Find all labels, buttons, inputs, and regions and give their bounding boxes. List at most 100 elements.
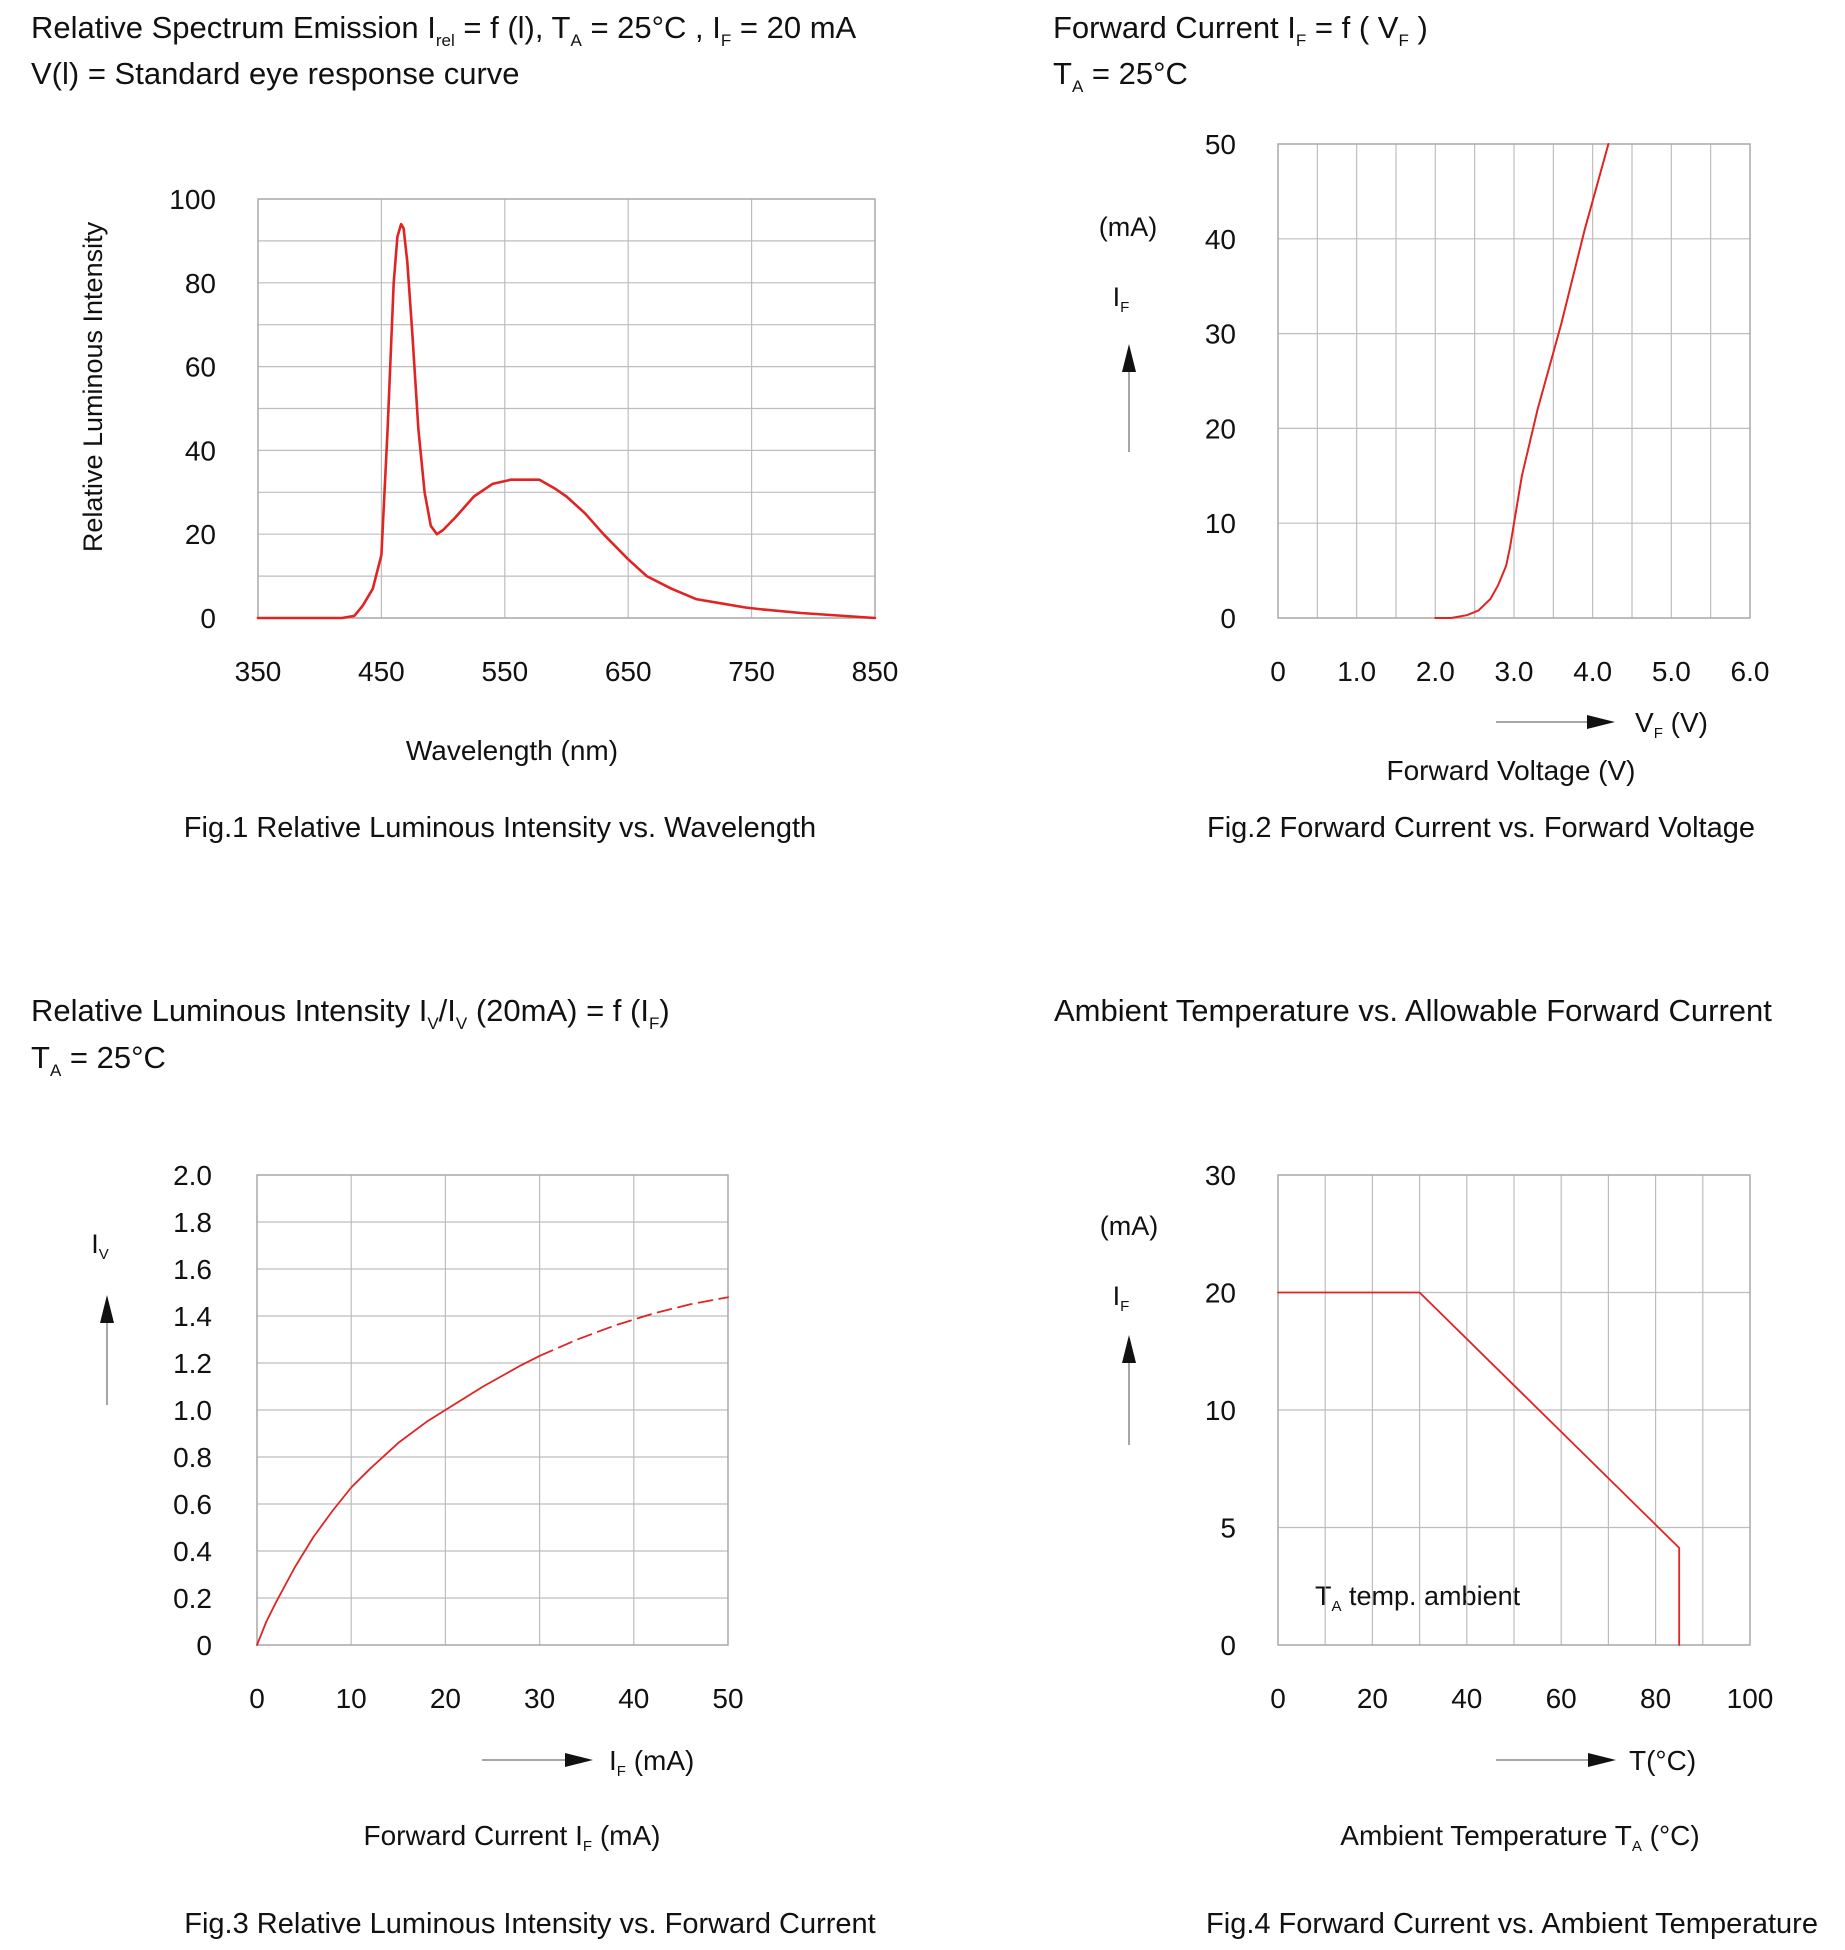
- series-line-spectrum: [256, 222, 877, 620]
- y-tick-label: 1.2: [173, 1348, 212, 1379]
- y-tick-label: 1.6: [173, 1254, 212, 1285]
- y-tick-label: 0.6: [173, 1489, 212, 1520]
- chart-3-y-symbol: IV: [91, 1229, 109, 1263]
- chart-4-x-arrow-icon: [1588, 1753, 1616, 1767]
- x-tick-label: 100: [1727, 1683, 1774, 1714]
- y-tick-label: 80: [185, 268, 216, 299]
- x-tick-label: 650: [605, 656, 652, 687]
- x-tick-label: 40: [618, 1683, 649, 1714]
- chart-4-y-arrow-icon: [1122, 1335, 1136, 1363]
- x-tick-label: 550: [481, 656, 528, 687]
- chart-2-title: Forward Current IF = f ( VF ): [1053, 10, 1428, 50]
- x-tick-label: 20: [1357, 1683, 1388, 1714]
- chart-panel-2: Forward Current IF = f ( VF ) TA = 25°C …: [923, 0, 1845, 975]
- plot-frame: [1277, 1174, 1751, 1646]
- series-line-measured: [256, 1354, 541, 1646]
- x-tick-label: 50: [712, 1683, 743, 1714]
- x-tick-label: 0: [1270, 1683, 1286, 1714]
- chart-2-y-unit: (mA): [1099, 212, 1157, 242]
- y-tick-label: 1.8: [173, 1207, 212, 1238]
- x-tick-label: 30: [524, 1683, 555, 1714]
- chart-3-x-arrow-icon: [565, 1753, 593, 1767]
- chart-1-caption: Fig.1 Relative Luminous Intensity vs. Wa…: [183, 812, 817, 844]
- chart-3-subtitle: TA = 25°C: [31, 1040, 166, 1080]
- y-tick-label: 0.2: [173, 1583, 212, 1614]
- chart-3-x-axis-label: Forward Current IF (mA): [363, 1820, 660, 1855]
- y-tick-label: 0: [1220, 1630, 1236, 1661]
- x-tick-label: 60: [1546, 1683, 1577, 1714]
- chart-4-title: Ambient Temperature vs. Allowable Forwar…: [1054, 993, 1772, 1028]
- chart-panel-1: Relative Spectrum Emission Irel = f (l),…: [0, 0, 922, 975]
- chart-4-y-unit: (mA): [1100, 1211, 1158, 1241]
- chart-2-x-axis-label: Forward Voltage (V): [1387, 755, 1636, 786]
- x-tick-label: 4.0: [1573, 656, 1612, 687]
- y-tick-label: 0: [196, 1630, 212, 1661]
- x-tick-label: 20: [430, 1683, 461, 1714]
- chart-1-x-axis-label: Wavelength (nm): [406, 735, 618, 766]
- x-tick-label: 3.0: [1495, 656, 1534, 687]
- y-tick-label: 60: [185, 352, 216, 383]
- plot-frame: [257, 198, 876, 619]
- chart-3-title: Relative Luminous Intensity IV/IV (20mA)…: [31, 993, 670, 1033]
- x-tick-label: 850: [852, 656, 899, 687]
- plot-frame: [256, 1174, 729, 1646]
- chart-4-x-arrow-label: T(°C): [1629, 1745, 1696, 1776]
- x-tick-label: 5.0: [1652, 656, 1691, 687]
- chart-3-plot: IV IF (mA) Forward Current IF (mA) 0 10 20…: [91, 1160, 743, 1855]
- series-line-derating: [1277, 1291, 1681, 1646]
- chart-2-y-arrow-icon: [1122, 344, 1136, 372]
- x-tick-label: 80: [1640, 1683, 1671, 1714]
- y-tick-label: 40: [185, 435, 216, 466]
- svg2-gridlines: [1277, 143, 1751, 619]
- chart-4-plot: (mA) IF T(°C) TA temp. ambient Ambient T…: [1100, 1160, 1774, 1855]
- y-tick-label: 100: [169, 184, 216, 215]
- chart-2-subtitle: TA = 25°C: [1053, 56, 1188, 96]
- chart-4-x-axis-label: Ambient Temperature TA (°C): [1340, 1820, 1699, 1855]
- chart-4-caption: Fig.4 Forward Current vs. Ambient Temper…: [1206, 1908, 1818, 1940]
- y-tick-label: 1.0: [173, 1395, 212, 1426]
- chart-2-plot: (mA) IF VF (V) Forward Voltage (V) 0 1.0 2…: [1099, 129, 1770, 786]
- x-tick-label: 0: [249, 1683, 265, 1714]
- y-tick-label: 20: [1205, 1278, 1236, 1309]
- x-tick-label: 0: [1270, 656, 1286, 687]
- x-tick-label: 1.0: [1337, 656, 1376, 687]
- series-line-If-Vf: [1434, 143, 1610, 619]
- svg3-gridlines: [256, 1174, 729, 1646]
- plot-frame: [1277, 143, 1751, 619]
- chart-2-y-symbol: IF: [1113, 282, 1130, 316]
- x-tick-label: 40: [1451, 1683, 1482, 1714]
- y-tick-label: 2.0: [173, 1160, 212, 1191]
- chart-1-title: Relative Spectrum Emission Irel = f (l),…: [31, 10, 857, 50]
- x-tick-label: 10: [336, 1683, 367, 1714]
- chart-4-annotation: TA temp. ambient: [1315, 1581, 1521, 1615]
- chart-4-y-symbol: IF: [1113, 1281, 1130, 1315]
- chart-1-y-axis-label: Relative Luminous Intensity: [78, 221, 108, 552]
- y-tick-label: 10: [1205, 508, 1236, 539]
- series-line-extrapolated: [538, 1296, 729, 1357]
- y-tick-label: 20: [185, 519, 216, 550]
- y-tick-label: 30: [1205, 1160, 1236, 1191]
- x-tick-label: 6.0: [1731, 656, 1770, 687]
- svg1-gridlines: [257, 198, 876, 619]
- y-tick-label: 10: [1205, 1395, 1236, 1426]
- chart-1-subtitle: V(l) = Standard eye response curve: [31, 56, 520, 91]
- y-tick-label: 0: [200, 603, 216, 634]
- chart-panel-4: Ambient Temperature vs. Allowable Forwar…: [923, 975, 1845, 1950]
- chart-panel-3: Relative Luminous Intensity IV/IV (20mA)…: [0, 975, 922, 1950]
- y-tick-label: 50: [1205, 129, 1236, 160]
- y-tick-label: 40: [1205, 224, 1236, 255]
- y-tick-label: 0.8: [173, 1442, 212, 1473]
- chart-3-caption: Fig.3 Relative Luminous Intensity vs. Fo…: [184, 1908, 876, 1940]
- chart-3-x-arrow-label: IF (mA): [609, 1745, 694, 1780]
- y-tick-label: 30: [1205, 319, 1236, 350]
- y-tick-label: 0.4: [173, 1536, 212, 1567]
- y-tick-label: 5: [1220, 1513, 1236, 1544]
- chart-1-plot: Relative Luminous Intensity Wavelength (…: [78, 184, 899, 766]
- x-tick-label: 750: [728, 656, 775, 687]
- x-tick-label: 350: [235, 656, 282, 687]
- y-tick-label: 1.4: [173, 1301, 212, 1332]
- x-tick-label: 450: [358, 656, 405, 687]
- y-tick-label: 20: [1205, 413, 1236, 444]
- y-tick-label: 0: [1220, 603, 1236, 634]
- chart-2-x-arrow-icon: [1587, 715, 1615, 729]
